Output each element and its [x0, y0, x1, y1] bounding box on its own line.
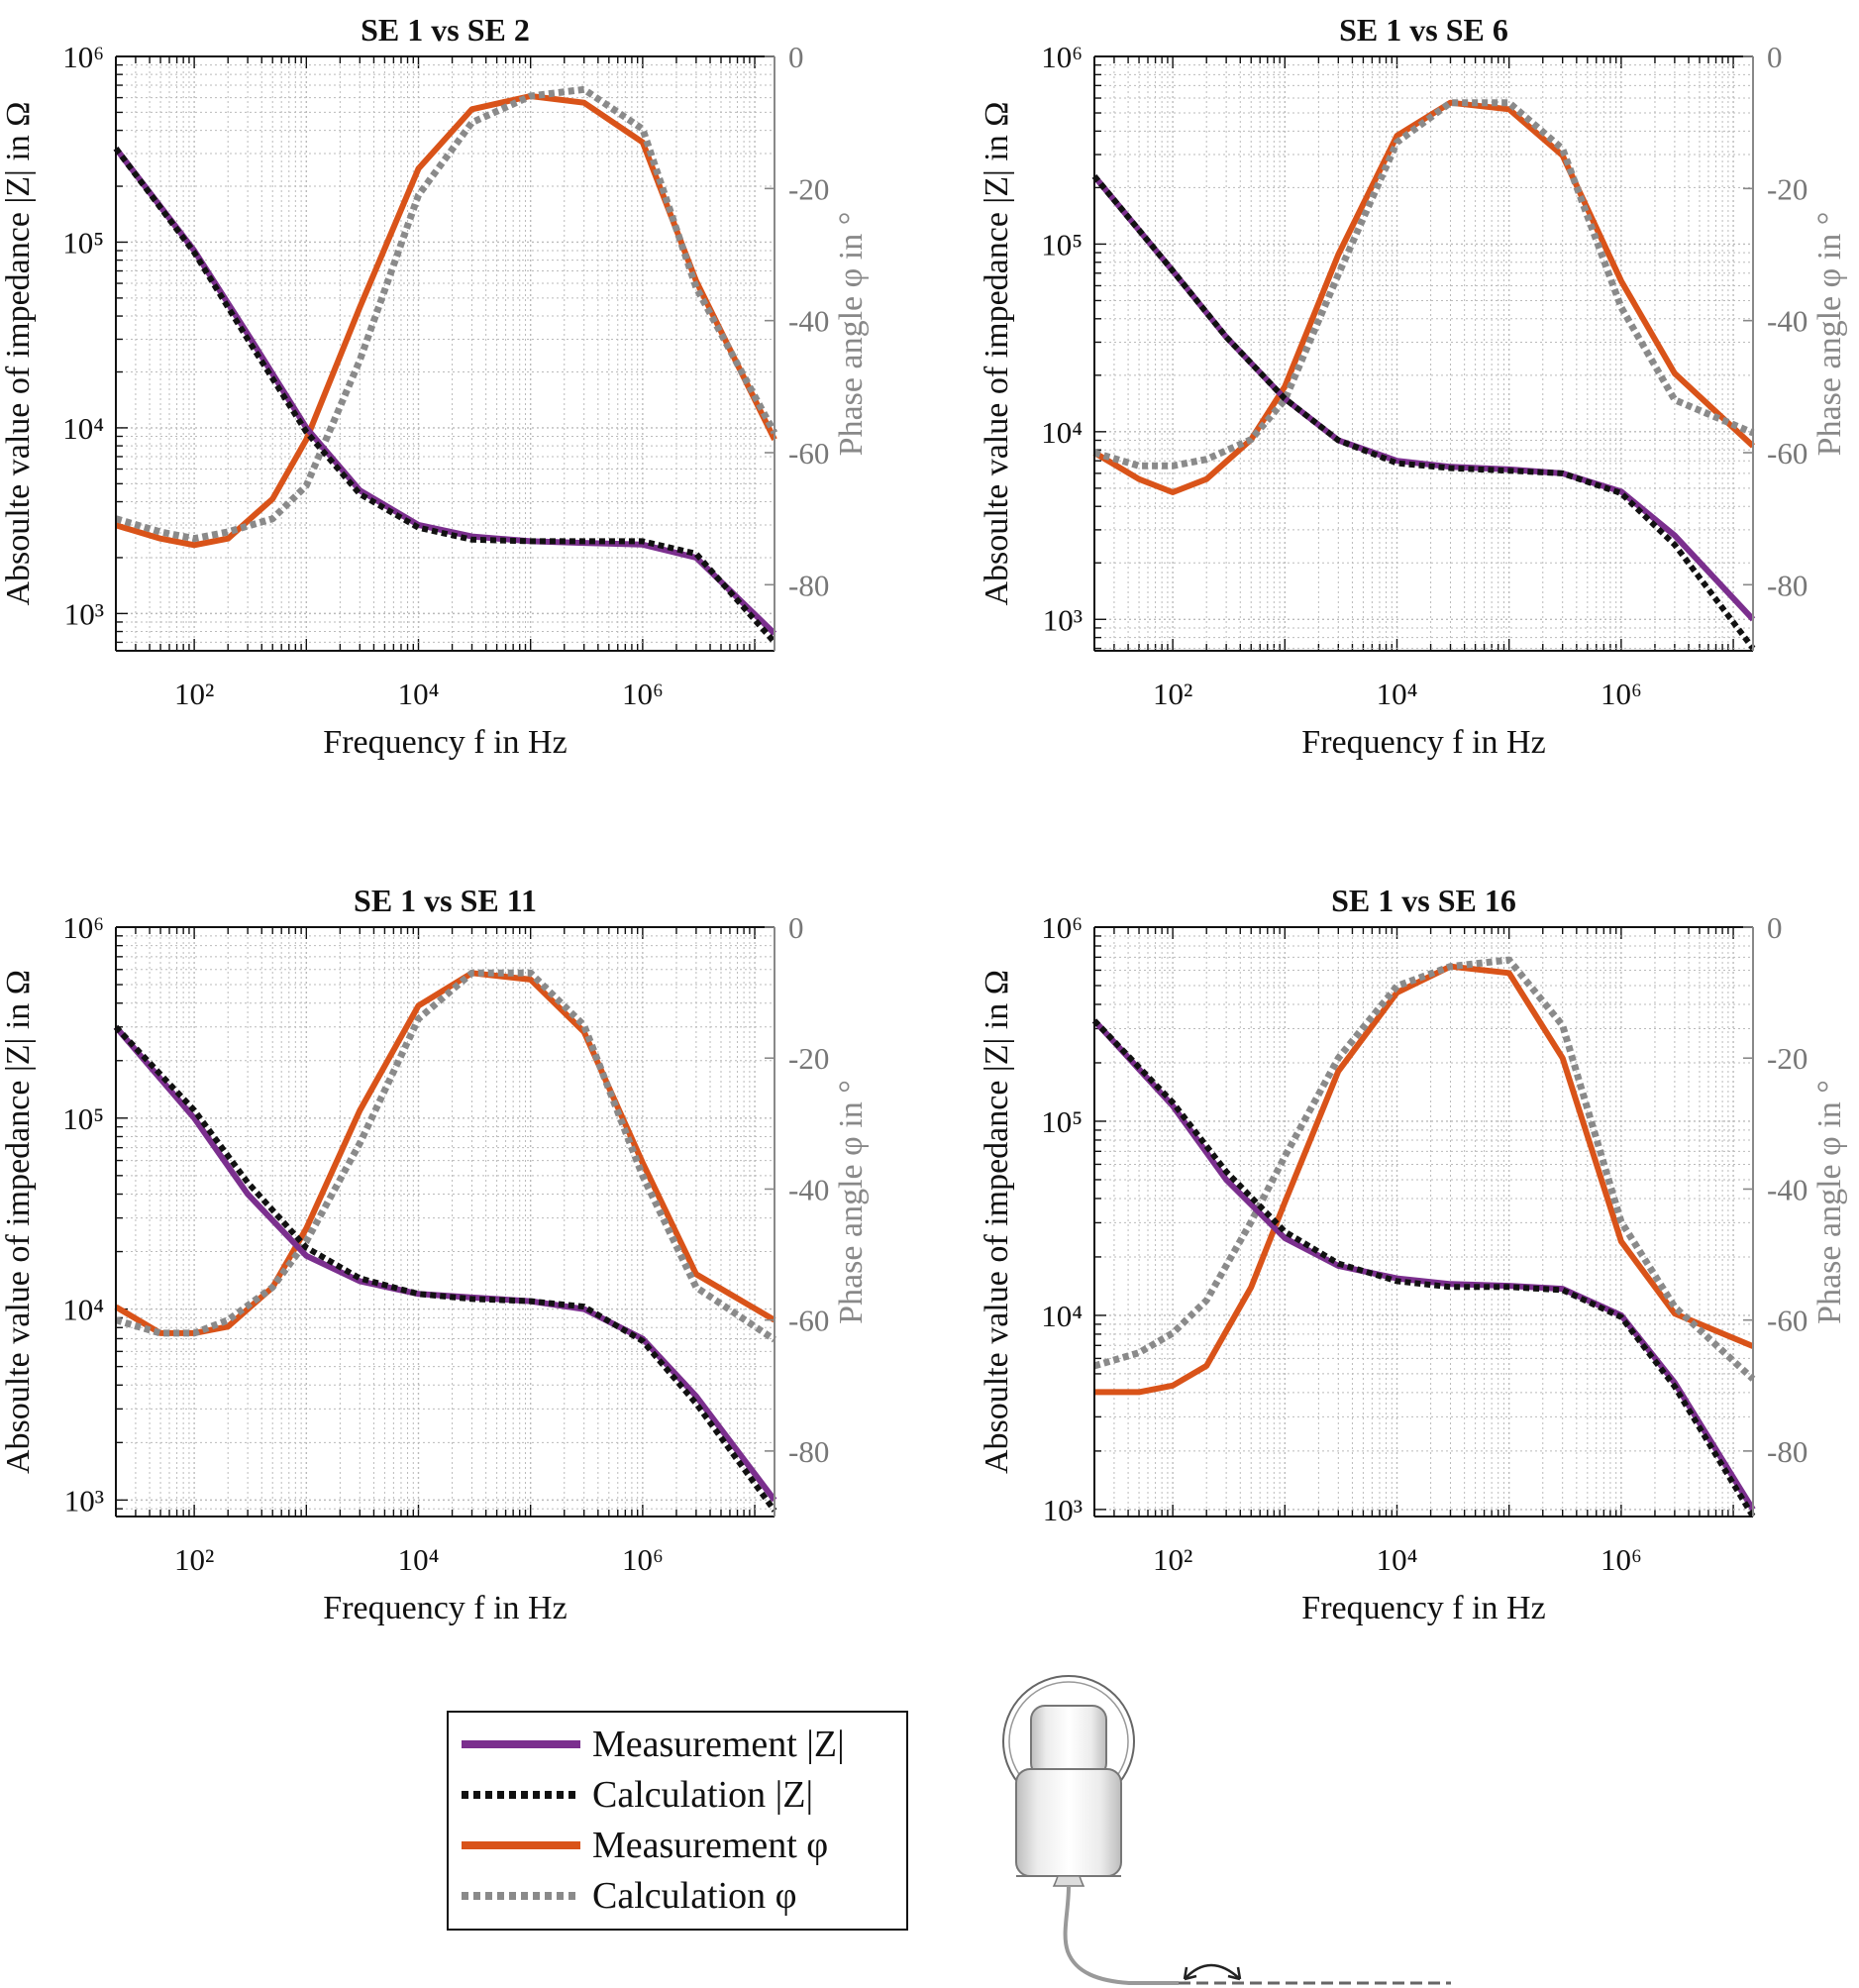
x-tick-label: 10²	[174, 1542, 214, 1577]
legend-item-calculation-z: Calculation |Z|	[592, 1774, 813, 1816]
series-line-calculation-phi	[1093, 99, 1755, 470]
x-axis-label: Frequency f in Hz	[323, 1590, 567, 1626]
y-right-tick-label: 0	[1767, 40, 1783, 74]
x-axis-label: Frequency f in Hz	[1301, 1590, 1545, 1626]
plot-area	[1094, 56, 1753, 651]
x-tick-label: 10²	[174, 677, 214, 711]
y-right-tick-label: -20	[788, 1041, 829, 1076]
y-tick-label: 10⁶	[1041, 40, 1083, 74]
x-axis-label: Frequency f in Hz	[323, 724, 567, 761]
y-right-axis-label: Phase angle φ in °	[1811, 212, 1848, 457]
chart-panel-3: SE 1 vs SE 11 10² 10⁴ 10⁶ 10³ 10⁴ 10⁵ 10⁶ 0 -20 -4…	[0, 883, 870, 1626]
series-line-measurement-phi	[1094, 963, 1755, 1396]
plot-area	[116, 56, 775, 651]
y-tick-label: 10⁶	[62, 910, 104, 945]
legend-item-calculation-phi: Calculation φ	[592, 1875, 797, 1917]
y-tick-label: 10⁶	[1041, 910, 1083, 945]
sensor-electrode-illustration	[1002, 1675, 1451, 1985]
plot-area	[1094, 927, 1753, 1517]
legend-item-measurement-z: Measurement |Z|	[592, 1724, 845, 1765]
x-tick-label: 10⁶	[622, 1542, 664, 1577]
y-right-tick-label: -60	[1767, 436, 1807, 471]
plot-area	[116, 927, 775, 1517]
x-tick-label: 10²	[1153, 677, 1192, 711]
series-line-calculation-z	[113, 146, 777, 645]
y-right-axis-label: Phase angle φ in °	[833, 1080, 870, 1324]
x-tick-label: 10²	[1153, 1542, 1192, 1577]
y-tick-label: 10⁴	[1041, 1299, 1083, 1333]
x-tick-label: 10⁶	[622, 677, 664, 711]
y-right-axis-label: Phase angle φ in °	[833, 212, 870, 457]
x-tick-label: 10⁴	[1377, 677, 1418, 711]
y-right-tick-label: -20	[1767, 171, 1807, 206]
series-line-measurement-phi	[1092, 99, 1756, 495]
y-right-tick-label: 0	[788, 40, 804, 74]
y-right-tick-label: -40	[788, 1172, 829, 1206]
y-tick-label: 10⁴	[1041, 415, 1083, 450]
series-line-measurement-phi	[114, 970, 776, 1336]
y-right-axis-label: Phase angle φ in °	[1811, 1080, 1848, 1324]
y-tick-label: 10⁴	[62, 1293, 104, 1327]
y-right-tick-label: -80	[1767, 1434, 1807, 1469]
chart-panel-2: SE 1 vs SE 6 10² 10⁴ 10⁶ 10³ 10⁴ 10⁵ 10⁶ 0 -20 -40…	[979, 12, 1848, 761]
y-right-tick-label: -80	[788, 568, 829, 602]
y-tick-label: 10³	[1043, 602, 1083, 637]
y-tick-label: 10³	[1043, 1493, 1083, 1527]
y-axis-label: Absoulte value of impedance |Z| in Ω	[979, 101, 1015, 605]
chart-panel-4: SE 1 vs SE 16 10² 10⁴ 10⁶ 10³ 10⁴ 10⁵ 10⁶ 0 -20 -4…	[979, 883, 1848, 1626]
y-tick-label: 10⁵	[62, 1101, 104, 1136]
y-axis-label: Absoulte value of impedance |Z| in Ω	[0, 970, 37, 1474]
x-tick-label: 10⁶	[1601, 677, 1642, 711]
y-right-tick-label: -80	[1767, 568, 1807, 602]
series-line-measurement-phi	[115, 93, 777, 549]
series-line-calculation-z	[1091, 173, 1756, 651]
y-right-tick-label: -40	[788, 304, 829, 339]
series-line-calculation-phi	[1093, 956, 1756, 1382]
y-tick-label: 10³	[64, 1483, 104, 1517]
y-right-tick-label: -40	[1767, 1172, 1807, 1206]
y-tick-label: 10³	[64, 596, 104, 631]
y-right-tick-label: -80	[788, 1434, 829, 1469]
chart-title: SE 1 vs SE 11	[354, 883, 537, 918]
series-line-calculation-z	[113, 1024, 777, 1513]
y-axis-label: Absoulte value of impedance |Z| in Ω	[0, 101, 37, 605]
grid-lines	[1093, 926, 1753, 1517]
chart-title: SE 1 vs SE 2	[361, 12, 530, 48]
y-right-tick-label: -60	[788, 436, 829, 471]
y-right-tick-label: -20	[788, 171, 829, 206]
chart-panel-1: SE 1 vs SE 2 10² 10⁴ 10⁶ 10³ 10⁴ 10⁵ 10⁶ 0 -20 -40…	[0, 12, 870, 761]
chart-title: SE 1 vs SE 6	[1339, 12, 1508, 48]
series-line-measurement-z	[1091, 1018, 1756, 1512]
y-tick-label: 10⁵	[1041, 227, 1083, 262]
y-right-tick-label: -40	[1767, 304, 1807, 339]
y-right-tick-label: -60	[788, 1304, 829, 1338]
series-line-calculation-phi	[115, 969, 776, 1343]
x-tick-label: 10⁴	[1377, 1542, 1418, 1577]
x-axis-label: Frequency f in Hz	[1301, 724, 1545, 761]
grid-lines	[115, 55, 775, 651]
y-right-tick-label: 0	[788, 910, 804, 945]
x-tick-label: 10⁶	[1601, 1542, 1642, 1577]
y-tick-label: 10⁴	[62, 411, 104, 446]
grid-lines	[1093, 55, 1753, 651]
chart-title: SE 1 vs SE 16	[1331, 883, 1516, 918]
x-tick-label: 10⁴	[398, 677, 440, 711]
y-axis-label: Absoulte value of impedance |Z| in Ω	[979, 970, 1015, 1474]
y-right-tick-label: -20	[1767, 1041, 1807, 1076]
legend-item-measurement-phi: Measurement φ	[592, 1825, 828, 1866]
y-right-tick-label: 0	[1767, 910, 1783, 945]
legend: Measurement |Z| Calculation |Z| Measurem…	[447, 1711, 908, 1931]
y-tick-label: 10⁵	[62, 225, 104, 260]
grid-lines	[115, 926, 775, 1517]
y-tick-label: 10⁶	[62, 40, 104, 74]
y-right-tick-label: -60	[1767, 1304, 1807, 1338]
y-tick-label: 10⁵	[1041, 1104, 1083, 1139]
x-tick-label: 10⁴	[398, 1542, 440, 1577]
series-line-calculation-phi	[115, 85, 778, 543]
